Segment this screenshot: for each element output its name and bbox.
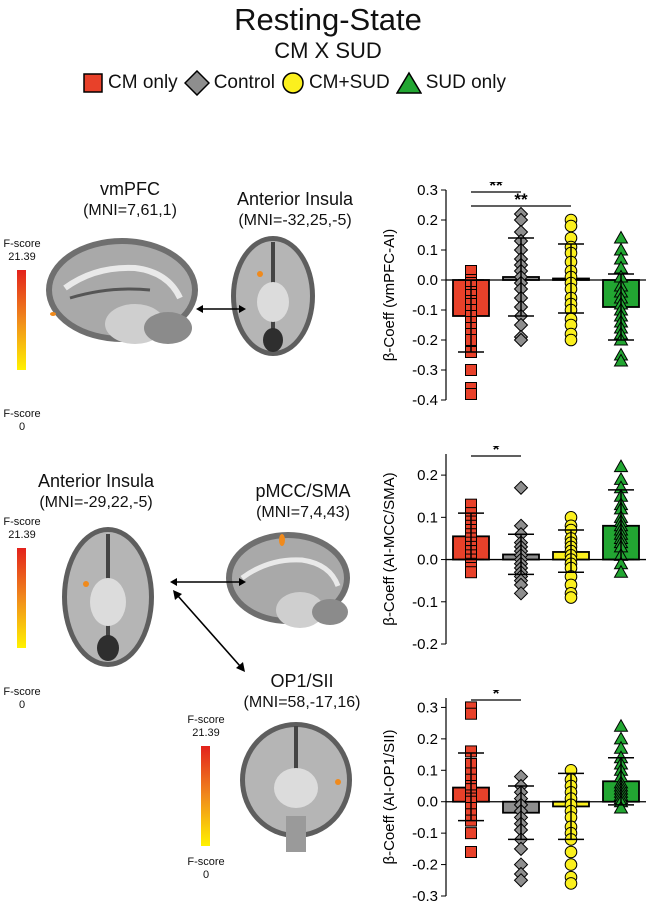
diamond-marker-icon — [183, 70, 210, 96]
region-label-vmpfc: vmPFC (MNI=7,61,1) — [83, 179, 177, 219]
chart-ai-mcc-sma: -0.2 -0.1 0.0 0.1 0.2 β-Coeff (AI-MCC/SMA) * — [381, 446, 646, 653]
data-point-diamond — [513, 586, 529, 601]
chart-vmpfc-ai: -0.4 -0.3 -0.2 -0.1 0.0 0.1 0.2 0.3 β-Coeff (vmP… — [381, 182, 646, 409]
colorbar-top-label: F-score 21.39 — [3, 238, 41, 263]
y-tick-label: 0.2 — [417, 212, 438, 229]
y-tick-label: -0.2 — [412, 332, 438, 349]
legend-label: CM+SUD — [308, 72, 390, 93]
y-tick-label: -0.1 — [412, 825, 438, 842]
legend-label: CM only — [108, 72, 178, 93]
data-point-square — [465, 827, 477, 840]
y-tick-label: -0.2 — [412, 636, 438, 653]
y-tick-label: -0.1 — [412, 302, 438, 319]
data-point-circle — [564, 877, 578, 890]
data-point-square — [465, 364, 477, 376]
colorbar-top-label: F-score 21.39 — [3, 516, 41, 541]
y-tick-label: 0.1 — [417, 242, 438, 259]
y-tick-label: 0.1 — [417, 762, 438, 779]
significance-label: * — [493, 690, 500, 703]
triangle-marker-icon — [395, 71, 422, 94]
significance-label: ** — [514, 190, 528, 209]
data-point-diamond — [513, 317, 529, 333]
data-point-circle — [564, 591, 578, 604]
data-point-triangle — [613, 459, 629, 473]
legend-item-sud-only: SUD only — [395, 71, 506, 95]
y-tick-label: 0.2 — [417, 467, 438, 484]
y-tick-label: -0.2 — [412, 857, 438, 874]
legend-item-control: Control — [183, 70, 275, 96]
significance-label: * — [493, 446, 500, 459]
square-marker-icon — [83, 73, 103, 93]
data-point-square — [465, 707, 477, 720]
data-point-triangle — [613, 718, 629, 732]
legend-label: SUD only — [425, 72, 506, 93]
y-tick-label: 0.0 — [417, 272, 438, 289]
data-point-circle — [564, 858, 578, 871]
y-tick-label: -0.1 — [412, 594, 438, 611]
y-tick-label: -0.4 — [412, 392, 438, 409]
legend: CM only Control CM+SUD SUD only — [82, 70, 512, 96]
data-point-triangle — [613, 564, 629, 578]
data-point-square — [465, 388, 477, 400]
y-tick-label: -0.3 — [412, 888, 438, 905]
circle-marker-icon — [282, 72, 304, 94]
region-label-anterior-insula-2: Anterior Insula (MNI=-29,22,-5) — [37, 471, 155, 511]
data-point-circle — [564, 333, 578, 347]
colorbar — [17, 548, 26, 648]
y-tick-label: 0.3 — [417, 182, 438, 199]
colorbar — [17, 270, 26, 370]
brain-sagittal-image-pmcc — [226, 532, 350, 628]
data-point-triangle — [613, 353, 629, 367]
legend-item-cm-only: CM only — [82, 72, 178, 94]
data-point-diamond — [513, 873, 529, 888]
y-axis-label: β-Coeff (AI-OP1/SII) — [381, 729, 398, 864]
colorbar-bottom-label: F-score 0 — [3, 408, 41, 433]
brain-sagittal-image-vmpfc — [46, 238, 198, 344]
y-tick-label: 0.0 — [417, 794, 438, 811]
y-tick-label: 0.1 — [417, 509, 438, 526]
legend-item-cm-sud: CM+SUD — [281, 71, 390, 95]
legend-label: Control — [213, 72, 275, 93]
y-tick-label: 0.0 — [417, 552, 438, 569]
region-label-anterior-insula: Anterior Insula (MNI=-32,25,-5) — [236, 189, 354, 229]
y-tick-label: 0.2 — [417, 731, 438, 748]
y-tick-label: -0.3 — [412, 362, 438, 379]
colorbar — [201, 746, 210, 846]
colorbar-top-label: F-score 21.39 — [187, 714, 225, 739]
data-point-diamond — [513, 841, 529, 857]
data-point-diamond — [513, 480, 529, 495]
brain-axial-image-ai — [231, 236, 315, 356]
data-point-triangle — [613, 800, 629, 814]
colorbar-bottom-label: F-score 0 — [187, 856, 225, 881]
figure-title: Resting-State — [234, 2, 422, 37]
y-axis-label: β-Coeff (vmPFC-AI) — [381, 229, 398, 362]
double-arrow-icon — [196, 305, 246, 313]
data-point-square — [465, 846, 477, 858]
data-point-triangle — [613, 230, 629, 244]
y-axis-label: β-Coeff (AI-MCC/SMA) — [381, 472, 398, 625]
region-label-op1-sii: OP1/SII (MNI=58,-17,16) — [243, 671, 361, 711]
region-label-pmcc-sma: pMCC/SMA (MNI=7,4,43) — [255, 481, 351, 521]
y-tick-label: 0.3 — [417, 699, 438, 716]
colorbar-bottom-label: F-score 0 — [3, 686, 41, 711]
data-point-circle — [564, 845, 578, 859]
connectivity-arrows-icon — [170, 578, 246, 672]
brain-coronal-image-op1 — [240, 722, 352, 852]
data-point-circle — [564, 219, 578, 233]
chart-ai-op1-sii: -0.3 -0.2 -0.1 0.0 0.1 0.2 0.3 β-Coeff (AI-OP1/… — [381, 690, 646, 905]
data-point-diamond — [513, 332, 529, 348]
brain-axial-image-ai-2 — [62, 527, 154, 667]
figure-subtitle: CM X SUD — [274, 38, 382, 63]
significance-label: ** — [489, 182, 503, 195]
data-point-square — [465, 566, 477, 579]
